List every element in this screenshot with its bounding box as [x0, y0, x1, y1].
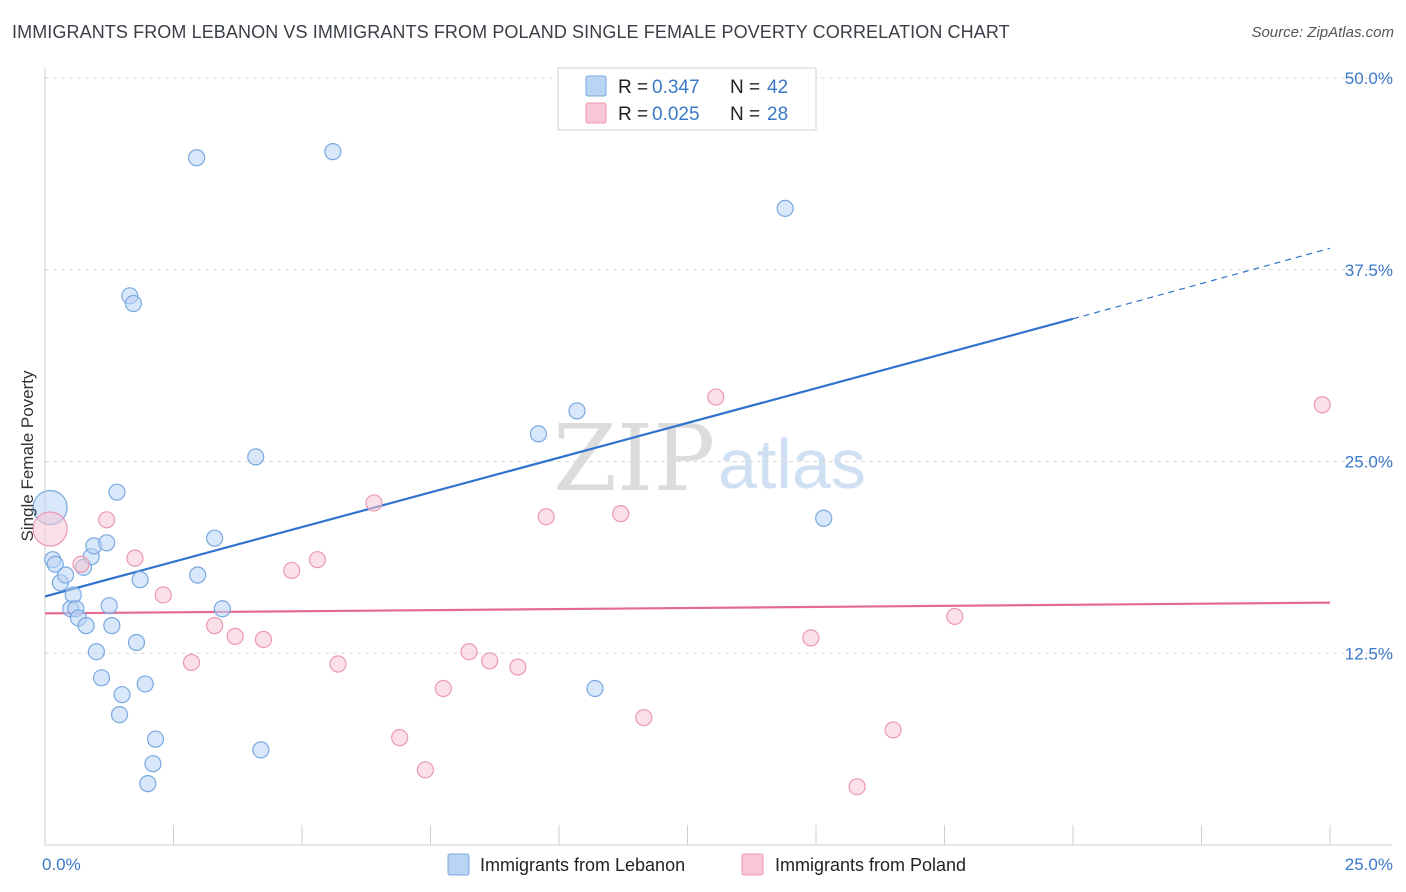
legend-n-label-lebanon: N = — [730, 77, 760, 98]
data-points — [32, 143, 1331, 796]
bottom-legend: Immigrants from Lebanon Immigrants from … — [447, 853, 966, 876]
lebanon-point — [324, 143, 342, 161]
lebanon-point — [136, 675, 154, 693]
poland-point — [206, 617, 224, 635]
lebanon-point — [586, 679, 604, 698]
y-tick-label: 25.0% — [1345, 453, 1393, 472]
lebanon-point — [46, 555, 64, 573]
legend-r-value-lebanon: 0.347 — [652, 77, 700, 98]
watermark-atlas: atlas — [718, 425, 866, 503]
chart-title: IMMIGRANTS FROM LEBANON VS IMMIGRANTS FR… — [12, 22, 1010, 42]
poland-point — [946, 607, 964, 626]
poland-point — [329, 655, 347, 673]
bottom-legend-swatch-poland — [741, 853, 764, 876]
poland-point — [308, 551, 327, 569]
legend-swatch-lebanon — [585, 75, 607, 97]
lebanon-point — [87, 643, 106, 661]
lebanon-point — [56, 566, 75, 584]
poland-point — [434, 679, 452, 698]
lebanon-point — [98, 534, 116, 552]
poland-trend-line — [44, 601, 1331, 615]
lebanon-point — [103, 617, 121, 635]
bottom-legend-swatch-lebanon — [447, 853, 470, 876]
lebanon-point — [529, 425, 548, 443]
lebanon-point — [127, 633, 146, 652]
lebanon-point — [144, 755, 162, 773]
y-tick-label: 12.5% — [1345, 644, 1393, 663]
y-tick-label: 50.0% — [1345, 69, 1393, 88]
lebanon-point — [77, 617, 95, 635]
poland-point — [884, 721, 902, 739]
x-tick-label: 25.0% — [1345, 855, 1393, 874]
lebanon-point — [110, 706, 129, 724]
axes — [44, 68, 1392, 846]
lebanon-point — [252, 741, 270, 759]
poland-point — [365, 494, 383, 512]
lebanon-trend-line — [44, 317, 1074, 598]
poland-point — [416, 761, 434, 779]
poland-point — [707, 388, 725, 406]
legend-n-value-poland: 28 — [767, 104, 788, 125]
lebanon-point — [139, 775, 157, 793]
lebanon-point — [124, 294, 143, 313]
poland-point — [391, 729, 409, 747]
poland-point — [848, 778, 866, 796]
x-tick-label: 0.0% — [42, 855, 81, 874]
lebanon-point — [776, 199, 794, 217]
poland-point — [460, 643, 478, 661]
legend-n-value-lebanon: 42 — [767, 77, 788, 98]
lebanon-point — [189, 566, 207, 584]
lebanon-point — [131, 571, 149, 589]
bottom-legend-label-poland: Immigrants from Poland — [775, 855, 966, 875]
lebanon-point — [146, 730, 165, 748]
poland-point — [72, 555, 90, 573]
lebanon-point — [206, 529, 224, 547]
legend-r-label-lebanon: R = — [618, 77, 648, 98]
lebanon-point — [247, 448, 265, 466]
y-tick-label: 37.5% — [1345, 261, 1393, 280]
legend: R = 0.347 N = 42 R = 0.025 N = 28 — [557, 67, 817, 131]
lebanon-point — [188, 149, 206, 167]
lebanon-trend-extension — [1072, 247, 1331, 320]
gridlines — [45, 77, 1392, 654]
legend-r-value-poland: 0.025 — [652, 104, 700, 125]
poland-point — [154, 586, 172, 604]
poland-point — [182, 653, 201, 672]
legend-r-label-poland: R = — [618, 104, 648, 125]
lebanon-point — [92, 669, 111, 687]
y-axis-title: Single Female Poverty — [18, 370, 37, 542]
poland-point — [32, 511, 68, 547]
lebanon-point — [108, 483, 126, 501]
poland-point — [126, 549, 144, 567]
legend-n-label-poland: N = — [730, 104, 760, 125]
poland-point — [635, 709, 653, 727]
lebanon-point — [100, 597, 118, 615]
poland-point — [1313, 396, 1331, 414]
tick-labels: 12.5% 25.0% 37.5% 50.0% 0.0% 25.0% — [42, 69, 1393, 874]
poland-point — [612, 505, 630, 523]
trend-lines — [44, 247, 1331, 615]
poland-point — [481, 652, 499, 670]
poland-point — [537, 508, 555, 526]
bottom-legend-label-lebanon: Immigrants from Lebanon — [480, 855, 685, 875]
lebanon-point — [815, 509, 833, 527]
legend-swatch-poland — [585, 102, 607, 124]
poland-point — [509, 658, 527, 676]
poland-point — [226, 627, 244, 645]
poland-point — [98, 511, 116, 529]
lebanon-point — [113, 686, 131, 704]
source-note: Source: ZipAtlas.com — [1251, 24, 1394, 41]
lebanon-point — [568, 402, 586, 420]
poland-point — [283, 561, 301, 580]
lebanon-point — [213, 600, 231, 618]
poland-point — [254, 630, 273, 649]
poland-point — [802, 629, 820, 647]
